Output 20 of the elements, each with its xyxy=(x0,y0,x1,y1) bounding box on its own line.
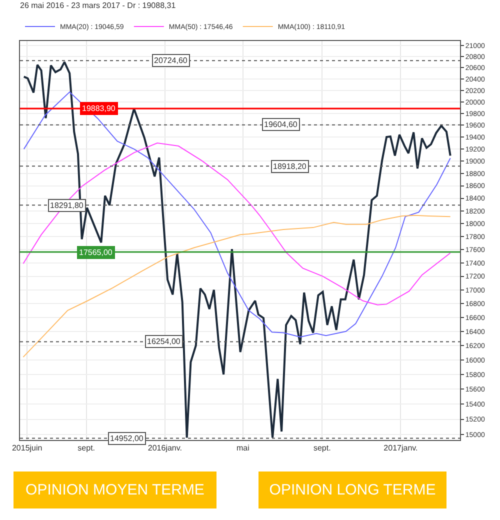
x-tick-label: mai xyxy=(236,444,250,453)
ref-line-label: 20724,60 xyxy=(154,56,188,65)
ref-line-label: 16254,00 xyxy=(147,337,181,346)
x-tick-label: 2016janv. xyxy=(148,444,182,453)
x-tick-label: sept. xyxy=(313,444,331,453)
x-tick-label: 2017janv. xyxy=(384,444,418,453)
text: OPINION LONG TERME xyxy=(269,482,436,498)
chart-title: 26 mai 2016 - 23 mars 2017 - Dr : 19088,31 xyxy=(20,1,176,10)
ref-line-label: 19604,60 xyxy=(264,120,298,129)
line-series xyxy=(23,92,451,338)
ref-line-label: 14952,00 xyxy=(110,434,144,443)
ref-line-label: 18291,80 xyxy=(50,201,84,210)
x-tick-label: 2015juin xyxy=(12,444,42,453)
line-series xyxy=(22,214,451,358)
line-series xyxy=(22,142,451,306)
ref-line-label: 18918,20 xyxy=(273,162,307,171)
x-tick-label: sept. xyxy=(78,444,96,453)
ref-line-label: 19883,90 xyxy=(82,104,116,113)
text: OPINION MOYEN TERME xyxy=(26,482,204,498)
ref-line-label: 17565,00 xyxy=(79,248,113,257)
